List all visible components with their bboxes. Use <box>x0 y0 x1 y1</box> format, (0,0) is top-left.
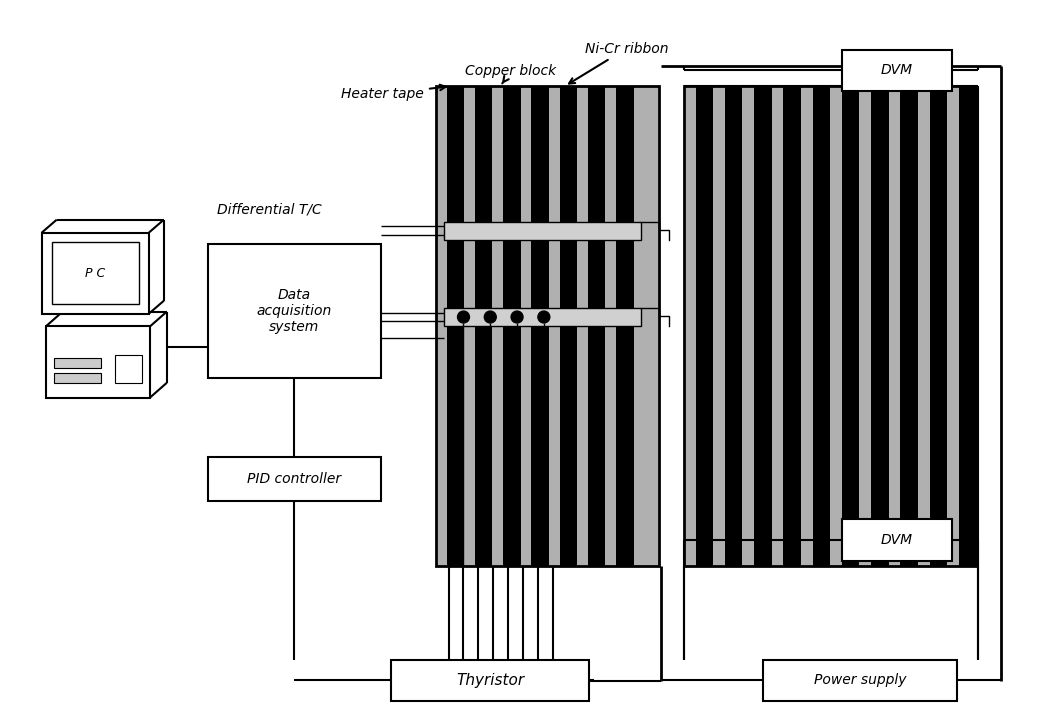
FancyBboxPatch shape <box>51 242 140 304</box>
FancyBboxPatch shape <box>435 86 659 565</box>
FancyBboxPatch shape <box>391 659 590 701</box>
FancyBboxPatch shape <box>208 244 381 378</box>
Text: P C: P C <box>85 267 106 280</box>
Text: Differential T/C: Differential T/C <box>217 203 322 217</box>
FancyBboxPatch shape <box>754 86 771 565</box>
FancyBboxPatch shape <box>588 86 605 565</box>
FancyBboxPatch shape <box>616 86 634 565</box>
Text: Heater tape: Heater tape <box>342 85 446 101</box>
Circle shape <box>511 311 523 323</box>
FancyBboxPatch shape <box>784 86 800 565</box>
Text: Power supply: Power supply <box>814 673 906 688</box>
FancyBboxPatch shape <box>208 457 381 501</box>
FancyBboxPatch shape <box>813 86 830 565</box>
FancyBboxPatch shape <box>959 86 977 565</box>
FancyBboxPatch shape <box>42 233 149 314</box>
FancyBboxPatch shape <box>475 86 492 565</box>
FancyBboxPatch shape <box>53 358 102 368</box>
FancyBboxPatch shape <box>695 86 713 565</box>
Circle shape <box>538 311 550 323</box>
Text: Data
acquisition
system: Data acquisition system <box>257 288 331 334</box>
Text: Copper block: Copper block <box>466 64 557 83</box>
FancyBboxPatch shape <box>929 86 947 565</box>
FancyBboxPatch shape <box>872 86 889 565</box>
FancyBboxPatch shape <box>842 86 859 565</box>
Text: DVM: DVM <box>881 533 913 547</box>
FancyBboxPatch shape <box>560 86 577 565</box>
FancyBboxPatch shape <box>444 308 641 326</box>
FancyBboxPatch shape <box>447 86 464 565</box>
FancyBboxPatch shape <box>46 326 150 398</box>
FancyBboxPatch shape <box>115 355 142 382</box>
Text: DVM: DVM <box>881 64 913 77</box>
FancyBboxPatch shape <box>53 373 102 382</box>
Text: Thyristor: Thyristor <box>456 673 524 688</box>
FancyBboxPatch shape <box>532 86 549 565</box>
FancyBboxPatch shape <box>900 86 918 565</box>
FancyBboxPatch shape <box>842 50 951 91</box>
Text: PID controller: PID controller <box>248 472 341 486</box>
FancyBboxPatch shape <box>684 86 977 565</box>
FancyBboxPatch shape <box>842 519 951 560</box>
FancyBboxPatch shape <box>763 659 957 701</box>
FancyBboxPatch shape <box>504 86 520 565</box>
Circle shape <box>457 311 470 323</box>
Text: T/C: T/C <box>357 329 380 343</box>
FancyBboxPatch shape <box>444 222 641 239</box>
FancyBboxPatch shape <box>725 86 743 565</box>
Circle shape <box>485 311 496 323</box>
Text: Ni-Cr ribbon: Ni-Cr ribbon <box>569 42 668 84</box>
